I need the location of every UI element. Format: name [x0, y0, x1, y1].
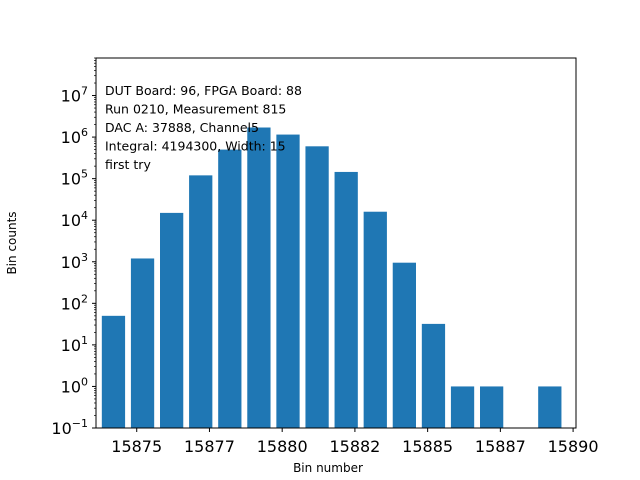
bar-15889: [538, 386, 562, 428]
bar-15877: [189, 175, 213, 428]
y-tick-label: 106: [61, 126, 88, 147]
y-axis-label: Bin counts: [5, 211, 19, 274]
y-tick-label: 104: [61, 209, 88, 230]
annotation-line: DUT Board: 96, FPGA Board: 88: [105, 83, 302, 98]
x-tick-label: 15885: [402, 437, 453, 456]
y-tick-label: 107: [61, 85, 88, 106]
x-ticks-group: 15875 15877 15880 15882 15885 15887 15890: [111, 428, 599, 456]
bar-15874: [101, 315, 126, 428]
x-axis-label: Bin number: [293, 461, 363, 475]
y-tick-label: 105: [61, 168, 88, 189]
bar-15882: [334, 171, 358, 428]
x-tick-label: 15880: [257, 437, 308, 456]
bar-15881: [305, 146, 329, 428]
bars-group: [101, 127, 562, 428]
bar-15884: [392, 262, 416, 428]
y-tick-label: 100: [61, 375, 88, 396]
bar-15876: [160, 212, 184, 428]
annotation-line: Run 0210, Measurement 815: [105, 102, 286, 117]
x-tick-label: 15890: [548, 437, 599, 456]
bar-15880: [276, 134, 300, 428]
bar-15875: [130, 258, 155, 428]
bar-15887: [480, 386, 504, 428]
y-tick-label: 103: [61, 251, 88, 272]
x-tick-label: 15877: [184, 437, 235, 456]
bar-15885: [421, 323, 446, 428]
bar-15886: [450, 386, 475, 428]
x-tick-label: 15887: [475, 437, 526, 456]
bar-15878: [218, 149, 242, 428]
y-tick-label: 102: [61, 292, 88, 313]
y-tick-label: 10−1: [51, 417, 88, 438]
x-tick-label: 15882: [329, 437, 380, 456]
y-tick-label: 101: [61, 334, 88, 355]
bar-15879: [247, 127, 271, 428]
x-tick-label: 15875: [111, 437, 162, 456]
bar-15883: [363, 211, 387, 428]
annotation-line: Integral: 4194300, Width: 15: [105, 139, 286, 154]
annotation-line: first try: [105, 157, 151, 172]
annotation-block: DUT Board: 96, FPGA Board: 88 Run 0210, M…: [105, 83, 302, 172]
annotation-line: DAC A: 37888, Channel5: [105, 120, 259, 135]
plot-frame: [95, 57, 577, 429]
